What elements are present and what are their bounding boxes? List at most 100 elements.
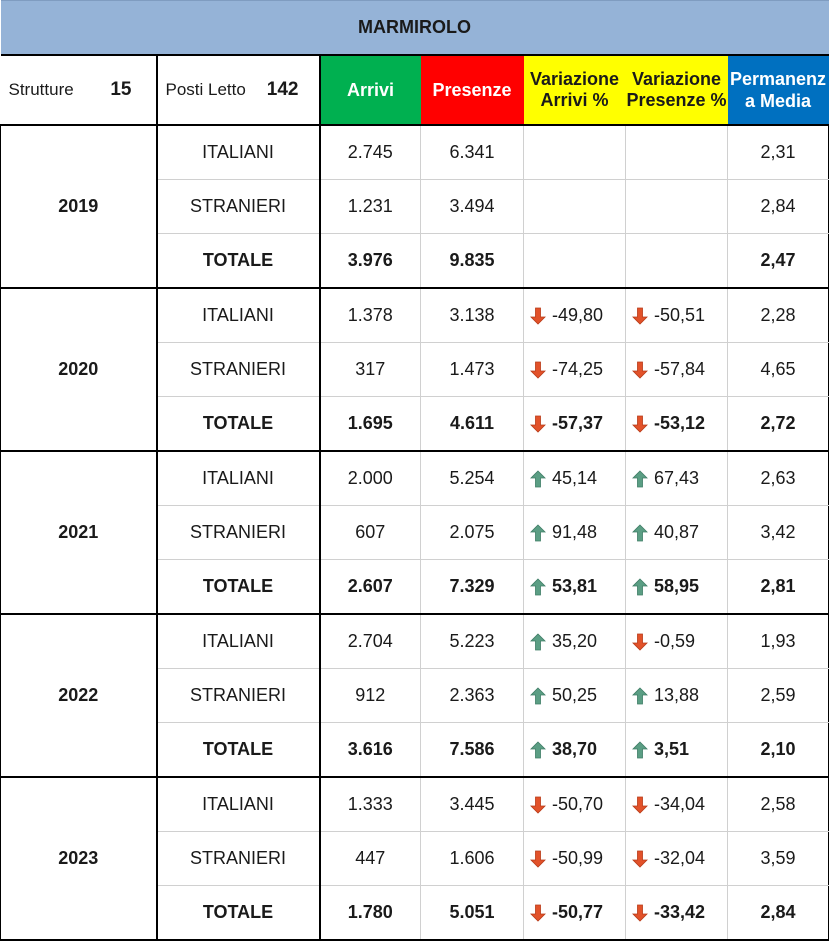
presenze-cell[interactable]: 2.363 <box>420 668 524 723</box>
variazione-arrivi-cell[interactable]: 35,20 <box>523 614 626 669</box>
header-variazione-arrivi[interactable]: Variazione Arrivi % <box>523 55 626 126</box>
variazione-arrivi-cell[interactable] <box>523 233 626 289</box>
permanenza-cell[interactable]: 2,47 <box>727 233 829 289</box>
permanenza-cell[interactable]: 2,72 <box>727 396 829 452</box>
variazione-arrivi-cell[interactable]: -50,77 <box>523 885 626 941</box>
presenze-cell[interactable]: 7.586 <box>420 722 524 778</box>
variazione-arrivi-cell[interactable]: 91,48 <box>523 505 626 560</box>
variazione-arrivi-cell[interactable]: -57,37 <box>523 396 626 452</box>
variazione-presenze-cell[interactable]: 13,88 <box>625 668 728 723</box>
variazione-presenze-cell[interactable]: -53,12 <box>625 396 728 452</box>
category-cell[interactable]: TOTALE <box>156 559 321 615</box>
header-variazione-presenze[interactable]: Variazione Presenze % <box>625 55 728 126</box>
variazione-presenze-cell[interactable]: 3,51 <box>625 722 728 778</box>
variazione-arrivi-cell[interactable]: -49,80 <box>523 288 626 343</box>
category-cell[interactable]: ITALIANI <box>156 777 321 832</box>
year-cell[interactable]: 2020 <box>0 288 158 452</box>
category-cell[interactable]: TOTALE <box>156 233 321 289</box>
permanenza-cell[interactable]: 2,28 <box>727 288 829 343</box>
variazione-arrivi-cell[interactable]: 45,14 <box>523 451 626 506</box>
arrivi-cell[interactable]: 1.695 <box>319 396 421 452</box>
category-cell[interactable]: STRANIERI <box>156 668 321 723</box>
variazione-presenze-cell[interactable]: 67,43 <box>625 451 728 506</box>
arrivi-cell[interactable]: 1.378 <box>319 288 421 343</box>
variazione-arrivi-cell[interactable]: -74,25 <box>523 342 626 397</box>
variazione-arrivi-cell[interactable] <box>523 179 626 234</box>
arrivi-cell[interactable]: 317 <box>319 342 421 397</box>
presenze-cell[interactable]: 1.606 <box>420 831 524 886</box>
arrivi-cell[interactable]: 912 <box>319 668 421 723</box>
year-cell[interactable]: 2022 <box>0 614 158 778</box>
variazione-presenze-cell[interactable] <box>625 179 728 234</box>
permanenza-cell[interactable]: 2,81 <box>727 559 829 615</box>
category-cell[interactable]: ITALIANI <box>156 288 321 343</box>
presenze-cell[interactable]: 2.075 <box>420 505 524 560</box>
variazione-arrivi-cell[interactable] <box>523 125 626 180</box>
variazione-arrivi-cell[interactable]: -50,70 <box>523 777 626 832</box>
variazione-presenze-cell[interactable]: -57,84 <box>625 342 728 397</box>
permanenza-cell[interactable]: 2,84 <box>727 885 829 941</box>
presenze-cell[interactable]: 9.835 <box>420 233 524 289</box>
category-cell[interactable]: ITALIANI <box>156 125 321 180</box>
variazione-arrivi-cell[interactable]: 53,81 <box>523 559 626 615</box>
variazione-presenze-cell[interactable]: -0,59 <box>625 614 728 669</box>
arrivi-cell[interactable]: 1.231 <box>319 179 421 234</box>
variazione-arrivi-cell[interactable]: -50,99 <box>523 831 626 886</box>
permanenza-cell[interactable]: 2,10 <box>727 722 829 778</box>
year-cell[interactable]: 2021 <box>0 451 158 615</box>
variazione-arrivi-cell[interactable]: 50,25 <box>523 668 626 723</box>
category-cell[interactable]: STRANIERI <box>156 342 321 397</box>
category-cell[interactable]: TOTALE <box>156 722 321 778</box>
table-title[interactable]: MARMIROLO <box>0 0 829 56</box>
presenze-cell[interactable]: 5.051 <box>420 885 524 941</box>
category-cell[interactable]: TOTALE <box>156 396 321 452</box>
variazione-presenze-cell[interactable]: -32,04 <box>625 831 728 886</box>
presenze-cell[interactable]: 1.473 <box>420 342 524 397</box>
category-cell[interactable]: STRANIERI <box>156 505 321 560</box>
presenze-cell[interactable]: 3.494 <box>420 179 524 234</box>
variazione-presenze-cell[interactable] <box>625 125 728 180</box>
arrivi-cell[interactable]: 2.607 <box>319 559 421 615</box>
category-cell[interactable]: STRANIERI <box>156 179 321 234</box>
variazione-presenze-cell[interactable]: 58,95 <box>625 559 728 615</box>
variazione-presenze-cell[interactable] <box>625 233 728 289</box>
year-cell[interactable]: 2023 <box>0 777 158 941</box>
presenze-cell[interactable]: 6.341 <box>420 125 524 180</box>
arrivi-cell[interactable]: 3.616 <box>319 722 421 778</box>
header-permanenza-media[interactable]: Permanenz a Media <box>727 55 829 126</box>
presenze-cell[interactable]: 3.138 <box>420 288 524 343</box>
header-arrivi[interactable]: Arrivi <box>319 55 421 126</box>
arrivi-cell[interactable]: 2.000 <box>319 451 421 506</box>
permanenza-cell[interactable]: 2,31 <box>727 125 829 180</box>
arrivi-cell[interactable]: 447 <box>319 831 421 886</box>
year-cell[interactable]: 2019 <box>0 125 158 289</box>
variazione-presenze-cell[interactable]: -50,51 <box>625 288 728 343</box>
permanenza-cell[interactable]: 2,63 <box>727 451 829 506</box>
arrivi-cell[interactable]: 1.780 <box>319 885 421 941</box>
presenze-cell[interactable]: 5.223 <box>420 614 524 669</box>
arrivi-cell[interactable]: 2.745 <box>319 125 421 180</box>
arrivi-cell[interactable]: 1.333 <box>319 777 421 832</box>
permanenza-cell[interactable]: 1,93 <box>727 614 829 669</box>
strutture-cell[interactable]: Strutture 15 <box>0 55 158 126</box>
posti-letto-cell[interactable]: Posti Letto 142 <box>156 55 321 126</box>
category-cell[interactable]: TOTALE <box>156 885 321 941</box>
variazione-arrivi-cell[interactable]: 38,70 <box>523 722 626 778</box>
arrivi-cell[interactable]: 2.704 <box>319 614 421 669</box>
permanenza-cell[interactable]: 2,58 <box>727 777 829 832</box>
category-cell[interactable]: STRANIERI <box>156 831 321 886</box>
permanenza-cell[interactable]: 4,65 <box>727 342 829 397</box>
category-cell[interactable]: ITALIANI <box>156 614 321 669</box>
variazione-presenze-cell[interactable]: -34,04 <box>625 777 728 832</box>
header-presenze[interactable]: Presenze <box>420 55 524 126</box>
permanenza-cell[interactable]: 2,59 <box>727 668 829 723</box>
presenze-cell[interactable]: 3.445 <box>420 777 524 832</box>
variazione-presenze-cell[interactable]: 40,87 <box>625 505 728 560</box>
arrivi-cell[interactable]: 607 <box>319 505 421 560</box>
presenze-cell[interactable]: 4.611 <box>420 396 524 452</box>
variazione-presenze-cell[interactable]: -33,42 <box>625 885 728 941</box>
presenze-cell[interactable]: 5.254 <box>420 451 524 506</box>
presenze-cell[interactable]: 7.329 <box>420 559 524 615</box>
permanenza-cell[interactable]: 3,42 <box>727 505 829 560</box>
permanenza-cell[interactable]: 2,84 <box>727 179 829 234</box>
